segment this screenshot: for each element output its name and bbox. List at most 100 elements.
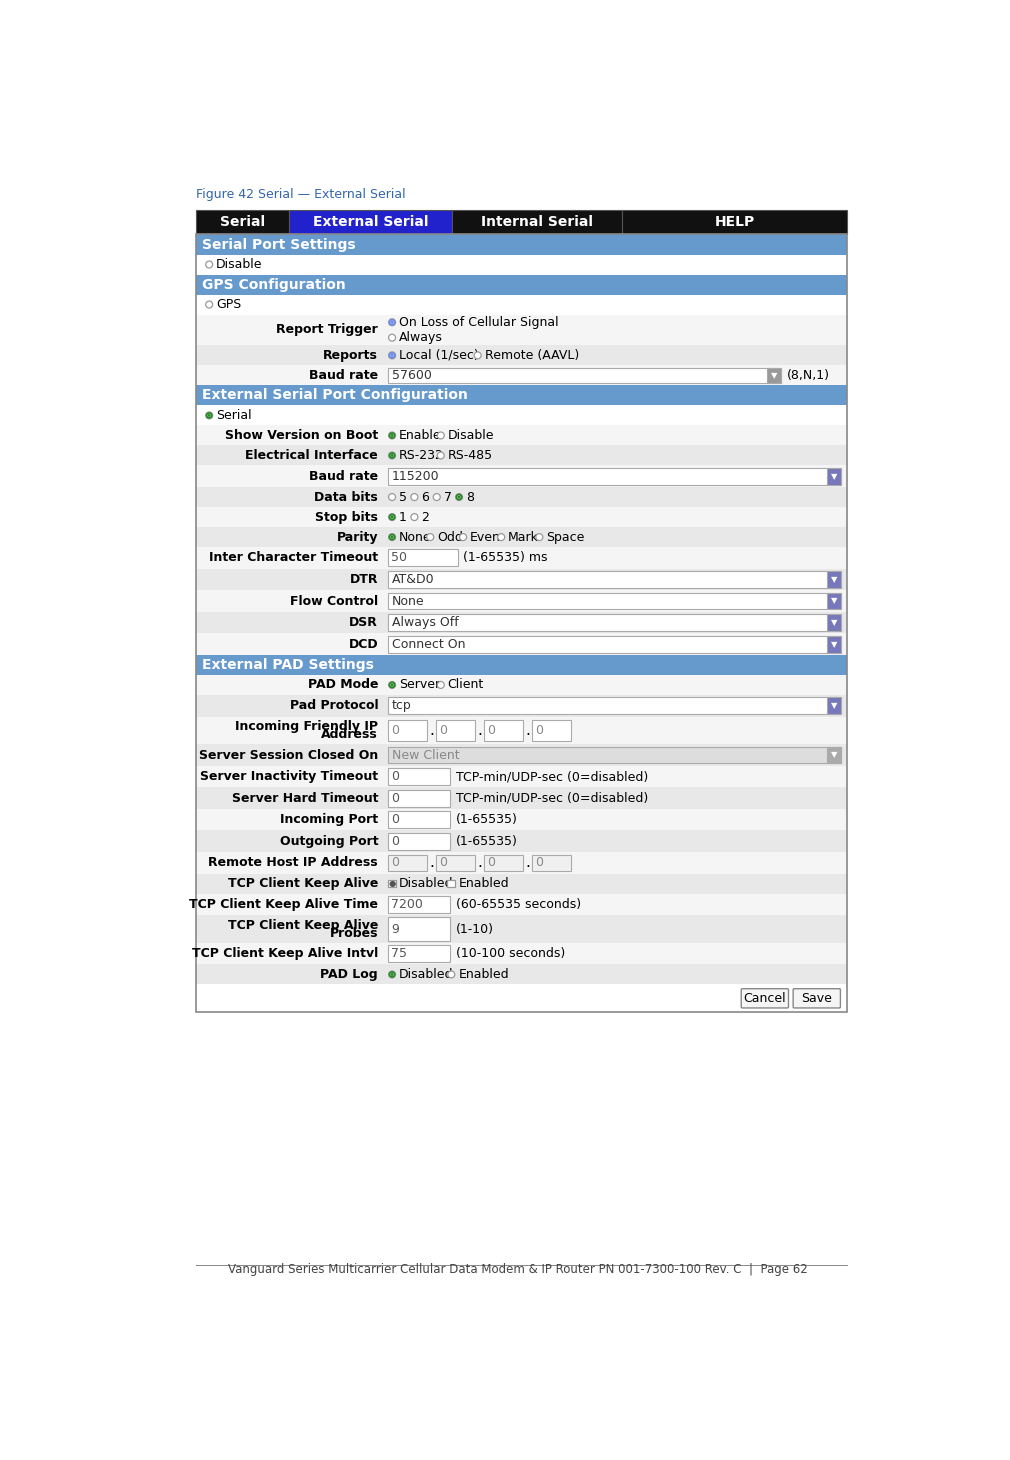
Bar xyxy=(196,445,847,466)
Text: GPS: GPS xyxy=(216,298,241,311)
Text: Space: Space xyxy=(546,530,585,543)
Text: AT&D0: AT&D0 xyxy=(392,572,434,585)
Text: 0: 0 xyxy=(439,857,447,869)
Text: 1: 1 xyxy=(399,511,407,524)
Bar xyxy=(827,571,840,588)
Text: TCP Client Keep Alive Intvl: TCP Client Keep Alive Intvl xyxy=(192,948,378,961)
Text: (60-65535 seconds): (60-65535 seconds) xyxy=(456,898,581,911)
Bar xyxy=(196,210,289,235)
Bar xyxy=(196,568,847,590)
Bar xyxy=(196,314,847,346)
Text: TCP Client Keep Alive: TCP Client Keep Alive xyxy=(227,877,378,891)
Text: Electrical Interface: Electrical Interface xyxy=(245,450,378,461)
Text: Server Inactivity Timeout: Server Inactivity Timeout xyxy=(200,769,378,783)
Bar xyxy=(768,368,781,383)
Circle shape xyxy=(426,534,433,540)
Text: TCP Client Keep Alive Time: TCP Client Keep Alive Time xyxy=(189,898,378,911)
Circle shape xyxy=(391,515,394,518)
Circle shape xyxy=(460,534,467,540)
Text: ▼: ▼ xyxy=(830,597,837,606)
Text: (1-65535): (1-65535) xyxy=(456,835,517,848)
Circle shape xyxy=(474,352,481,359)
Bar xyxy=(196,984,847,1012)
Text: .: . xyxy=(478,856,482,870)
Text: Show Version on Boot: Show Version on Boot xyxy=(225,429,378,442)
Text: Disabled: Disabled xyxy=(399,877,453,891)
Text: Incoming Port: Incoming Port xyxy=(280,813,378,826)
Text: None: None xyxy=(399,530,431,543)
Bar xyxy=(827,467,840,485)
Bar xyxy=(196,656,847,675)
Bar xyxy=(196,853,847,873)
Bar xyxy=(436,856,475,870)
Bar xyxy=(388,615,840,631)
Circle shape xyxy=(458,495,461,498)
Circle shape xyxy=(391,454,394,457)
Bar xyxy=(196,831,847,853)
Bar xyxy=(196,235,847,254)
Bar xyxy=(388,635,840,653)
Text: 57600: 57600 xyxy=(392,369,432,383)
Bar xyxy=(196,385,847,406)
Text: Odd: Odd xyxy=(437,530,463,543)
Text: 7200: 7200 xyxy=(391,898,423,911)
Text: .: . xyxy=(525,856,530,870)
Text: Remote (AAVL): Remote (AAVL) xyxy=(485,349,579,362)
Text: Stop bits: Stop bits xyxy=(315,511,378,524)
Text: (10-100 seconds): (10-100 seconds) xyxy=(456,948,565,961)
Text: 0: 0 xyxy=(391,724,399,737)
Bar xyxy=(196,894,847,915)
Text: Connect On: Connect On xyxy=(392,638,466,651)
Text: 0: 0 xyxy=(535,724,543,737)
Circle shape xyxy=(391,683,394,686)
Bar xyxy=(827,746,840,764)
Bar xyxy=(196,295,847,314)
Bar xyxy=(388,593,840,609)
Text: ▼: ▼ xyxy=(830,701,837,710)
Text: Enabled: Enabled xyxy=(459,968,509,981)
Bar xyxy=(196,766,847,787)
FancyBboxPatch shape xyxy=(741,988,789,1007)
Text: Disable: Disable xyxy=(216,258,263,272)
Text: Vanguard Series Multicarrier Cellular Data Modem & IP Router PN 001-7300-100 Rev: Vanguard Series Multicarrier Cellular Da… xyxy=(227,1263,808,1276)
Text: TCP-min/UDP-sec (0=disabled): TCP-min/UDP-sec (0=disabled) xyxy=(456,769,647,783)
Text: Always: Always xyxy=(399,331,443,345)
Bar xyxy=(196,634,847,656)
Text: Serial: Serial xyxy=(220,215,265,229)
Text: External Serial Port Configuration: External Serial Port Configuration xyxy=(202,388,468,403)
Bar xyxy=(196,488,847,507)
Bar xyxy=(485,720,523,742)
Text: DCD: DCD xyxy=(348,638,378,651)
Bar xyxy=(622,210,847,235)
Text: Enabled: Enabled xyxy=(459,877,509,891)
Text: (1-65535): (1-65535) xyxy=(456,813,517,826)
Text: .: . xyxy=(525,723,530,737)
Bar xyxy=(388,467,840,485)
Text: Serial Port Settings: Serial Port Settings xyxy=(202,238,356,251)
Text: Report Trigger: Report Trigger xyxy=(277,324,378,336)
Text: 9: 9 xyxy=(391,923,399,936)
Text: ●: ● xyxy=(389,879,396,888)
Bar xyxy=(451,210,622,235)
Text: 0: 0 xyxy=(535,857,543,869)
Circle shape xyxy=(206,261,213,269)
Bar xyxy=(388,698,840,714)
Text: Probes: Probes xyxy=(329,927,378,940)
Text: RS-485: RS-485 xyxy=(447,450,493,461)
Text: 0: 0 xyxy=(391,835,399,848)
Bar xyxy=(196,809,847,831)
Circle shape xyxy=(389,453,396,458)
Text: 0: 0 xyxy=(391,857,399,869)
Text: Remote Host IP Address: Remote Host IP Address xyxy=(208,857,378,869)
Bar xyxy=(196,590,847,612)
Bar xyxy=(388,571,840,588)
Bar xyxy=(388,880,396,888)
Bar xyxy=(196,507,847,527)
Text: Inter Character Timeout: Inter Character Timeout xyxy=(209,552,378,565)
Bar xyxy=(196,254,847,274)
Text: DTR: DTR xyxy=(349,572,378,585)
Bar xyxy=(827,615,840,631)
Text: 2: 2 xyxy=(421,511,429,524)
Bar xyxy=(196,717,847,745)
Bar xyxy=(196,943,847,965)
